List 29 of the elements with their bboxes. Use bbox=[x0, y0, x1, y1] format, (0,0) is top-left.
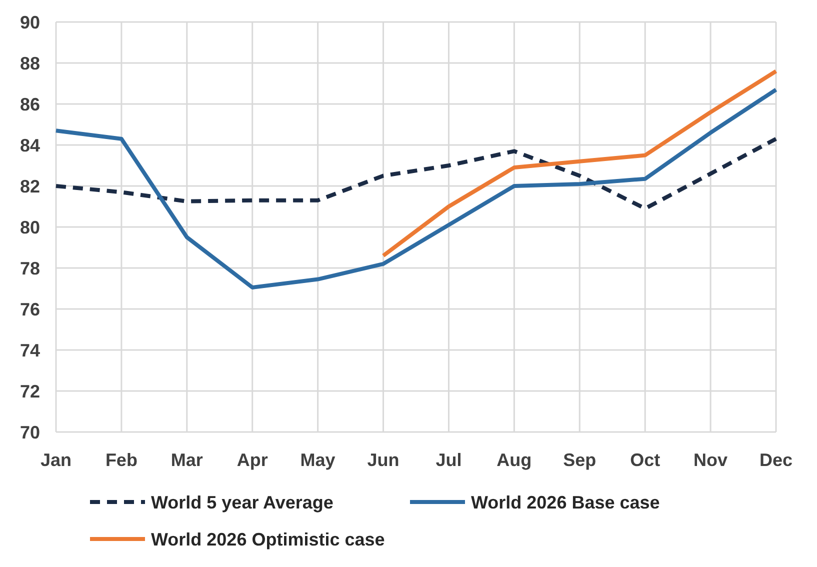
line-series bbox=[54, 136, 778, 211]
y-tick-label: 88 bbox=[20, 53, 40, 74]
x-tick-label: Aug bbox=[496, 450, 532, 470]
y-tick-label: 74 bbox=[20, 340, 40, 360]
y-tick-label: 80 bbox=[20, 217, 40, 238]
x-tick-label: Sep bbox=[563, 450, 596, 470]
line-series bbox=[54, 88, 778, 290]
y-tick-label: 82 bbox=[20, 176, 40, 196]
y-tick-label: 78 bbox=[20, 258, 40, 278]
y-tick-label: 76 bbox=[20, 299, 40, 320]
y-tick-label: 84 bbox=[20, 135, 40, 156]
x-tick-label: Nov bbox=[694, 450, 728, 470]
legend-label: World 5 year Average bbox=[151, 492, 334, 512]
legend-label: World 2026 Base case bbox=[471, 492, 660, 512]
y-tick-label: 90 bbox=[20, 12, 40, 32]
x-tick-label: Dec bbox=[759, 450, 793, 470]
y-tick-label: 86 bbox=[20, 94, 40, 114]
x-tick-label: Jan bbox=[40, 450, 72, 470]
x-tick-label: Apr bbox=[236, 450, 268, 470]
x-tick-label: Jul bbox=[436, 450, 462, 470]
legend-label: World 2026 Optimistic case bbox=[151, 529, 385, 550]
y-tick-label: 72 bbox=[20, 381, 40, 402]
x-tick-label: Feb bbox=[105, 450, 138, 470]
line-series bbox=[381, 69, 778, 258]
x-tick-label: Jun bbox=[367, 450, 400, 470]
x-tick-label: Mar bbox=[170, 450, 203, 470]
y-tick-label: 70 bbox=[20, 422, 40, 442]
x-tick-label: May bbox=[300, 450, 336, 470]
x-tick-label: Oct bbox=[630, 450, 660, 470]
